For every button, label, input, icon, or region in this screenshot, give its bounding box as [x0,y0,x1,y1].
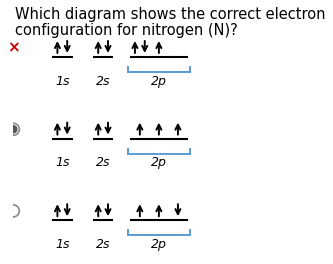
Text: 2p: 2p [151,157,167,169]
Text: 2p: 2p [151,238,167,251]
Text: 2s: 2s [96,157,110,169]
Text: 2s: 2s [96,75,110,88]
Circle shape [10,126,17,133]
Text: 1s: 1s [55,75,70,88]
Text: Which diagram shows the correct electron: Which diagram shows the correct electron [15,7,325,22]
Text: ×: × [7,40,20,55]
Text: 2p: 2p [151,75,167,88]
Text: configuration for nitrogen (N)?: configuration for nitrogen (N)? [15,23,237,38]
Text: 2s: 2s [96,238,110,251]
Text: 1s: 1s [55,157,70,169]
Text: 1s: 1s [55,238,70,251]
